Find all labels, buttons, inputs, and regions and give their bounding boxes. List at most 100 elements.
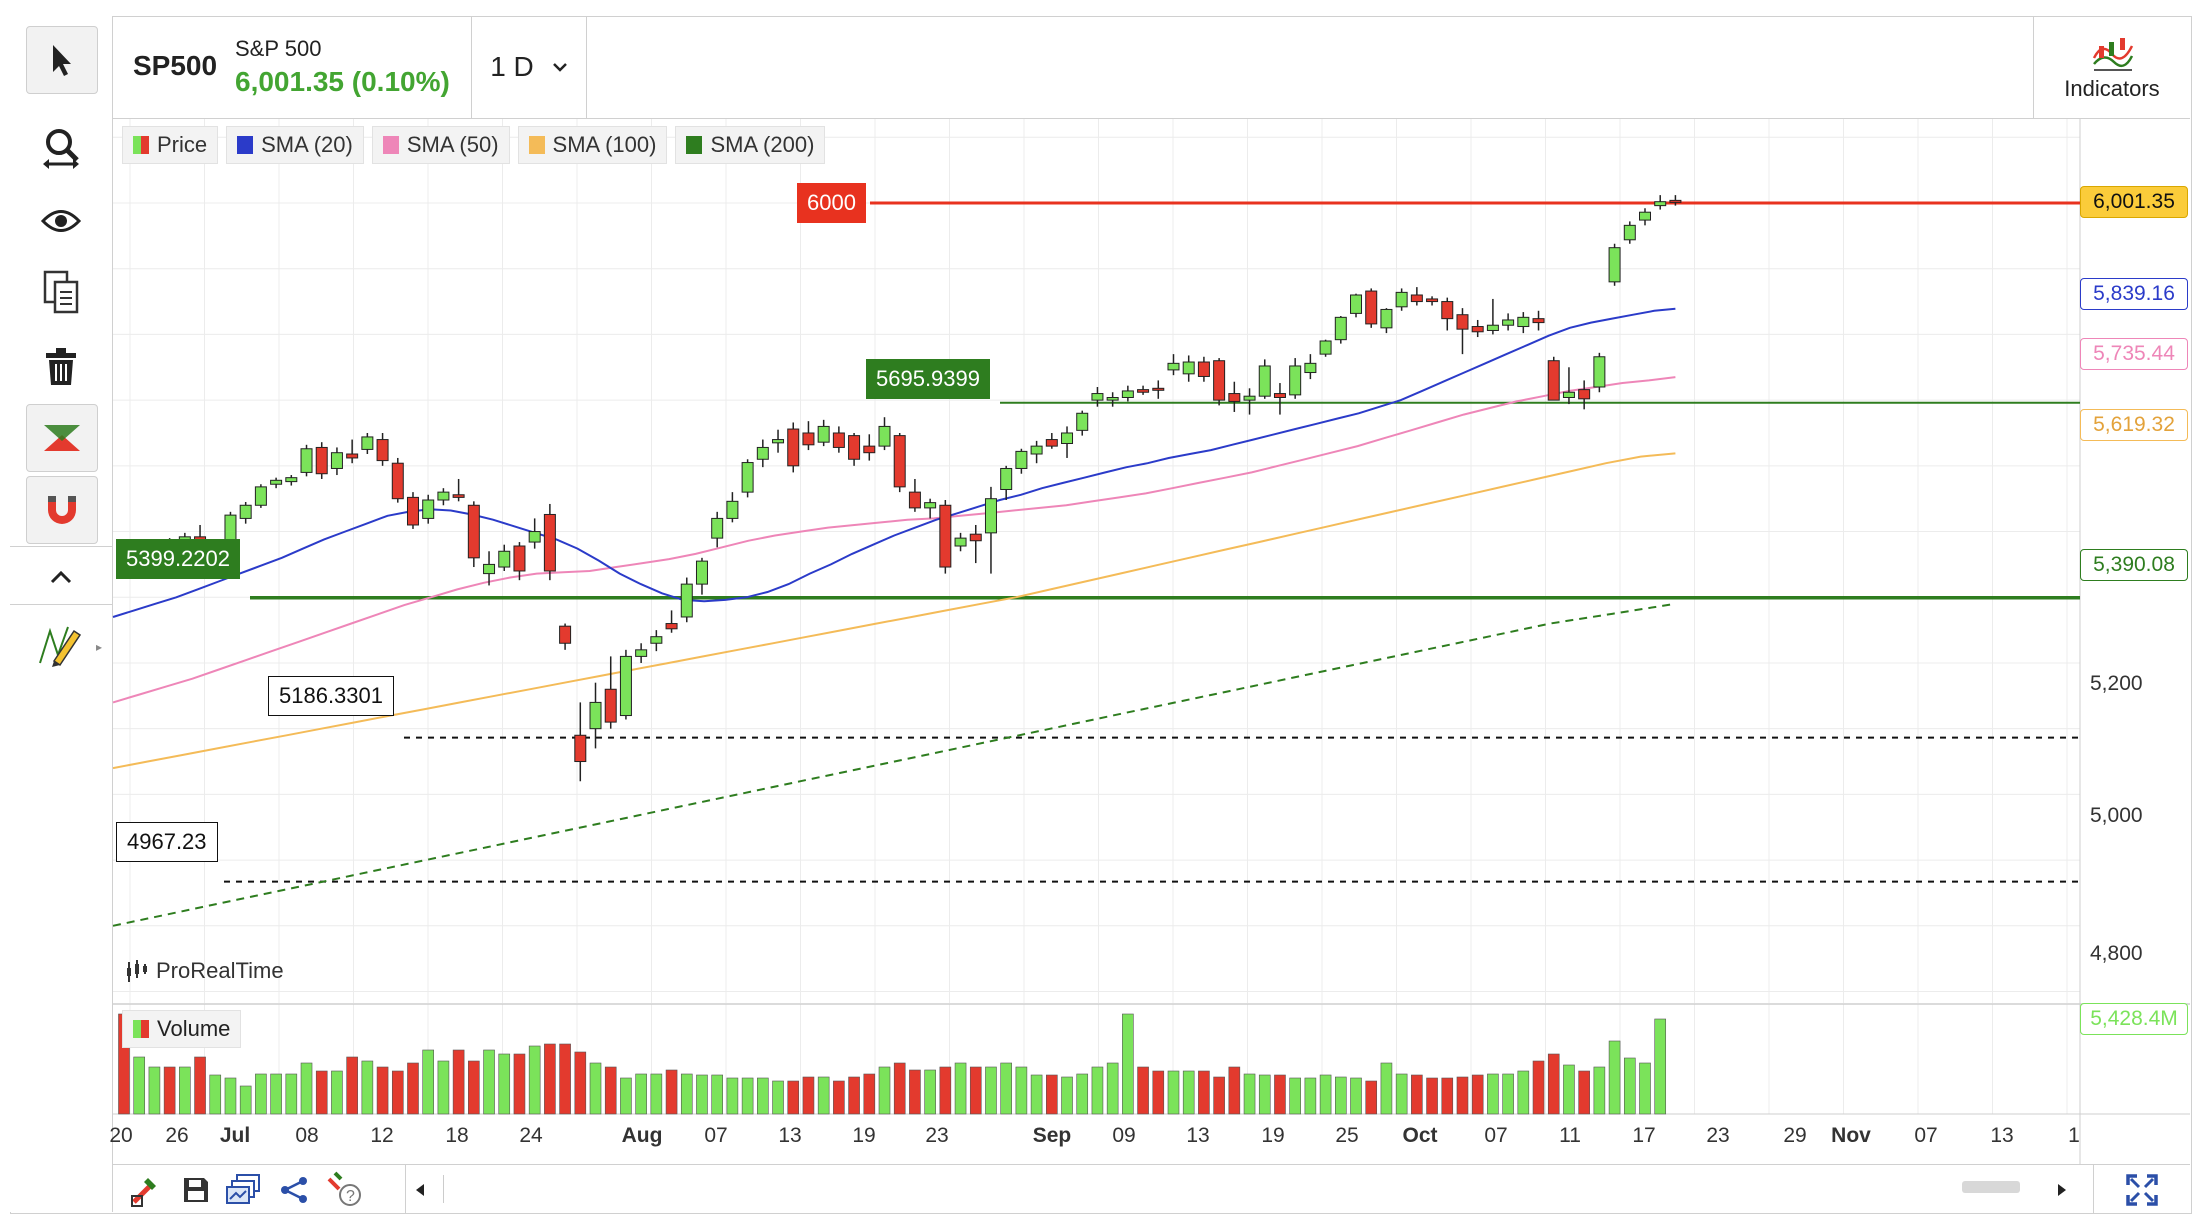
x-tick-label: 18 (445, 1124, 469, 1147)
chart-header: SP500 S&P 500 6,001.35 (0.10%) 1 D Indic… (113, 16, 2190, 119)
trend-tool[interactable] (26, 404, 98, 472)
pointer-tool[interactable] (26, 26, 98, 94)
x-tick-label: 13 (1186, 1124, 1210, 1147)
fullscreen-button[interactable] (2123, 1171, 2161, 1209)
zoom-tool[interactable] (26, 116, 96, 182)
save-icon (184, 1178, 208, 1202)
candle (908, 491, 921, 509)
level-6000-label[interactable]: 6000 (797, 183, 866, 223)
legend: Price SMA (20) SMA (50) SMA (100) SMA (2… (122, 126, 826, 164)
legend-sma20[interactable]: SMA (20) (226, 126, 364, 164)
volume-value-label: 5,428.4M (2080, 1003, 2188, 1035)
candle (1623, 224, 1636, 241)
sma20-value-label: 5,839.16 (2080, 278, 2188, 310)
volume-bar (604, 1066, 617, 1115)
volume-bar (1380, 1062, 1393, 1115)
visibility-tool[interactable] (26, 188, 96, 254)
level-5399-label[interactable]: 5399.2202 (116, 539, 240, 579)
legend-price[interactable]: Price (122, 126, 219, 164)
volume-bar (1365, 1080, 1378, 1115)
legend-sma50[interactable]: SMA (50) (371, 126, 510, 164)
settings-tool-button[interactable] (127, 1171, 165, 1209)
x-tick-label: 07 (704, 1124, 728, 1147)
volume-bar (1213, 1076, 1225, 1115)
legend-sma100[interactable]: SMA (100) (517, 126, 668, 164)
candle (726, 500, 739, 519)
volume-bar (1289, 1077, 1301, 1115)
scroll-left-button[interactable] (401, 1171, 439, 1209)
volume-bar (148, 1066, 161, 1115)
legend-sma200[interactable]: SMA (200) (675, 126, 826, 164)
candle (635, 649, 648, 657)
trend-icon (44, 425, 80, 451)
volume-bar (1502, 1073, 1514, 1115)
magnet-tool[interactable] (26, 476, 98, 544)
candle (315, 446, 328, 475)
candle (1562, 391, 1575, 399)
candle (1030, 445, 1043, 455)
candle (802, 432, 815, 446)
volume-bar (1411, 1074, 1423, 1115)
sma200-value-label: 5,390.08 (2080, 549, 2188, 581)
volume-bar (468, 1060, 480, 1115)
x-tick-label: 23 (925, 1124, 949, 1147)
candle (741, 462, 754, 493)
volume-bar (1608, 1040, 1621, 1115)
candle (1350, 294, 1363, 314)
tools-icon (131, 1178, 156, 1207)
help-button[interactable]: ? (325, 1171, 363, 1209)
volume-bar (726, 1077, 739, 1115)
x-tick-label: 13 (1990, 1124, 2014, 1147)
indicators-button[interactable]: Indicators (2033, 16, 2190, 118)
horizontal-scrollbar-thumb[interactable] (1962, 1181, 2020, 1193)
symbol-ticker: SP500 (133, 50, 218, 81)
sma100-swatch (528, 136, 545, 154)
timeframe-value: 1 D (490, 51, 534, 82)
last-price-label: 6,001.35 (2080, 186, 2188, 218)
sma50-swatch (382, 136, 399, 154)
candle (1076, 412, 1089, 431)
cursor-icon (53, 45, 71, 76)
save-button[interactable] (177, 1171, 215, 1209)
volume-bar (1046, 1074, 1058, 1115)
drawing-toolbar: ▸ (10, 16, 113, 1212)
volume-bar (300, 1062, 313, 1115)
share-button[interactable] (275, 1171, 313, 1209)
candle (1289, 365, 1302, 396)
collapse-toolbar-button[interactable] (26, 550, 96, 604)
volume-bar (1061, 1076, 1073, 1115)
draw-tool[interactable]: ▸ (26, 612, 102, 678)
candle (285, 477, 298, 483)
volume-bar (239, 1085, 252, 1115)
level-4967-label[interactable]: 4967.23 (116, 822, 218, 862)
scroll-right-button[interactable] (2043, 1171, 2081, 1209)
volume-bar (407, 1062, 419, 1115)
volume-bar (224, 1077, 237, 1115)
candle (1547, 360, 1560, 401)
candle (452, 494, 465, 498)
volume-legend[interactable]: Volume (122, 1010, 242, 1048)
layouts-button[interactable] (225, 1171, 263, 1209)
x-tick-label: 12 (370, 1124, 394, 1147)
x-tick-label: 08 (295, 1124, 319, 1147)
level-5186-label[interactable]: 5186.3301 (268, 676, 394, 716)
candle (559, 625, 572, 644)
copy-icon (43, 270, 79, 314)
delete-tool[interactable] (26, 334, 96, 400)
level-5695-label[interactable]: 5695.9399 (866, 359, 990, 399)
candle (437, 491, 450, 501)
volume-bar (1547, 1053, 1560, 1115)
volume-bar (1091, 1066, 1104, 1115)
copy-tool[interactable] (26, 260, 96, 326)
sma50-series-line (112, 376, 1676, 704)
chevron-down-icon (552, 63, 567, 72)
candle (1365, 290, 1378, 325)
timeframe-selector[interactable]: 1 D (471, 16, 587, 118)
arrow-left-icon (416, 1184, 424, 1196)
volume-bar (361, 1060, 374, 1115)
volume-bar (787, 1080, 800, 1115)
candle (589, 701, 602, 730)
candle (1197, 361, 1210, 377)
x-tick-label: 17 (1632, 1124, 1656, 1147)
